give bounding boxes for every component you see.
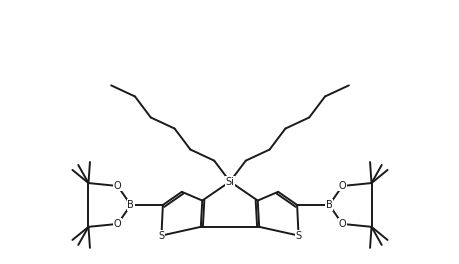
Text: B: B [325, 200, 332, 210]
Text: S: S [295, 230, 301, 241]
Text: O: O [338, 219, 346, 229]
Text: Si: Si [225, 177, 234, 187]
Text: S: S [158, 230, 164, 241]
Text: O: O [113, 181, 121, 191]
Text: O: O [113, 219, 121, 229]
Text: B: B [127, 200, 134, 210]
Text: O: O [338, 181, 346, 191]
